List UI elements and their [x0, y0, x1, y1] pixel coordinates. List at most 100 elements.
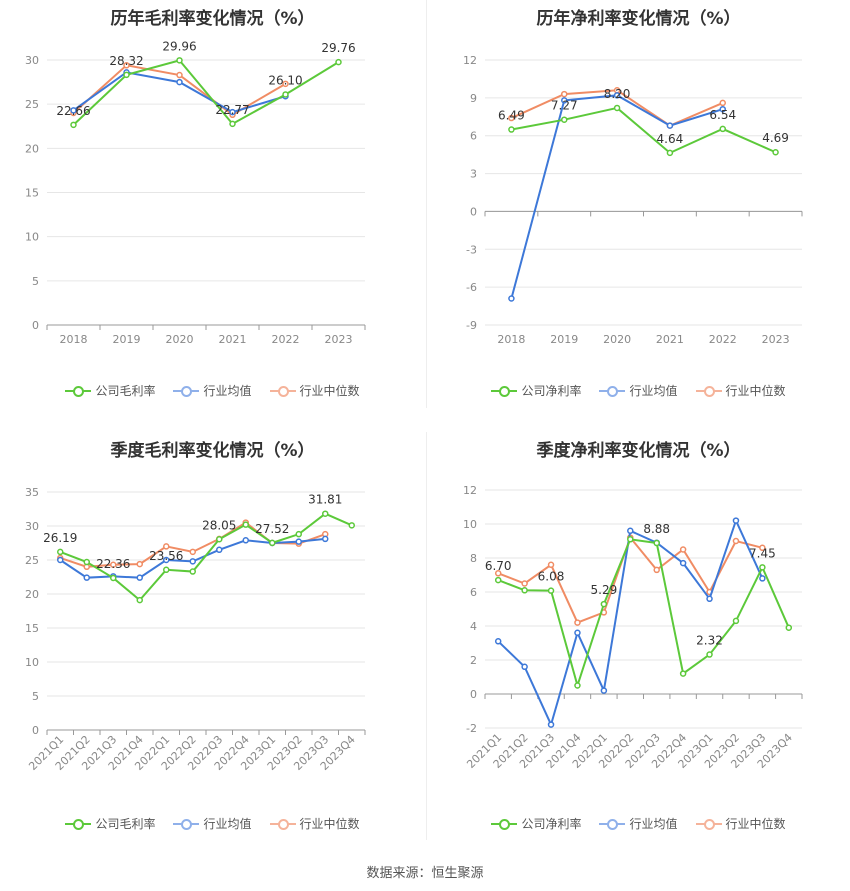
- data-point: [772, 148, 779, 156]
- legend-item[interactable]: 行业中位数: [695, 815, 786, 832]
- divider-vertical-top: [426, 0, 427, 408]
- y-tick-label: 9: [470, 92, 477, 105]
- data-label: 6.49: [498, 109, 525, 123]
- data-point: [242, 521, 249, 528]
- legend-item[interactable]: 行业中位数: [695, 382, 786, 399]
- legend: 公司毛利率 行业均值 行业中位数: [0, 815, 425, 832]
- legend-marker-icon: [65, 818, 92, 830]
- data-point: [600, 600, 608, 608]
- data-point: [653, 566, 660, 574]
- legend-marker-icon: [695, 385, 722, 397]
- data-point: [70, 107, 77, 114]
- y-tick-label: 10: [463, 518, 477, 531]
- legend-label: 公司净利率: [521, 384, 582, 398]
- data-point: [627, 527, 634, 535]
- data-point: [732, 617, 740, 625]
- y-tick-label: 10: [25, 656, 39, 669]
- y-tick-label: 6: [470, 130, 477, 143]
- data-point: [547, 561, 555, 569]
- y-tick-label: 15: [25, 187, 39, 200]
- data-source: 数据来源：恒生聚源: [366, 866, 484, 881]
- data-point: [216, 546, 223, 554]
- legend-marker-icon: [491, 385, 518, 397]
- series-line-1: [510, 94, 724, 299]
- data-point: [70, 121, 77, 129]
- legend-item[interactable]: 行业均值: [599, 382, 678, 399]
- legend: 公司净利率 行业均值 行业中位数: [427, 382, 850, 399]
- y-tick-label: 20: [25, 588, 39, 601]
- data-point: [679, 670, 687, 677]
- data-point: [600, 687, 608, 694]
- data-point: [110, 574, 117, 582]
- data-point: [574, 629, 581, 637]
- data-label: 6.54: [709, 108, 736, 122]
- legend-item[interactable]: 公司净利率: [491, 382, 581, 399]
- legend-marker-icon: [491, 818, 518, 830]
- legend-marker-icon: [695, 818, 722, 830]
- series-line-1: [72, 71, 286, 114]
- y-tick-label: 5: [32, 690, 39, 703]
- legend-item[interactable]: 行业中位数: [269, 815, 360, 832]
- data-point: [282, 80, 289, 88]
- data-point: [295, 538, 302, 545]
- data-point: [613, 104, 621, 112]
- divider-vertical-bottom: [426, 432, 427, 840]
- data-point: [706, 651, 713, 658]
- y-tick-label: 0: [32, 724, 39, 737]
- data-point: [110, 561, 117, 569]
- legend-item[interactable]: 公司净利率: [491, 815, 581, 832]
- legend-item[interactable]: 公司毛利率: [65, 382, 155, 399]
- legend-label: 行业中位数: [725, 384, 786, 398]
- series-line-0: [59, 512, 353, 602]
- y-tick-label: 6: [470, 586, 477, 599]
- legend-item[interactable]: 行业均值: [173, 382, 252, 399]
- y-tick-label: 30: [25, 520, 39, 533]
- data-point: [719, 99, 726, 107]
- y-tick-label: 12: [463, 484, 477, 497]
- y-tick-label: 0: [470, 688, 477, 701]
- data-point: [508, 126, 515, 133]
- legend-item[interactable]: 行业均值: [599, 815, 678, 832]
- data-point: [706, 595, 713, 603]
- panel-quarter-gross: 季度毛利率变化情况（%） 0 5 10 15 20 25 30 35 2021Q1 2021Q2 2…: [0, 432, 425, 842]
- data-point: [123, 71, 130, 79]
- data-label: 23.56: [149, 549, 183, 563]
- data-point: [521, 580, 528, 587]
- data-point: [229, 120, 236, 128]
- data-point: [229, 108, 236, 116]
- data-point: [666, 122, 674, 129]
- chart-title: 季度净利率变化情况（%）: [536, 441, 741, 461]
- chart-title: 季度毛利率变化情况（%）: [110, 441, 315, 461]
- data-point: [719, 105, 726, 113]
- data-point: [759, 564, 766, 571]
- data-point: [189, 568, 196, 575]
- y-tick-label: 0: [470, 205, 477, 218]
- data-label: 28.05: [202, 518, 236, 532]
- data-point: [136, 596, 143, 604]
- data-point: [679, 559, 687, 567]
- legend-item[interactable]: 公司毛利率: [65, 815, 155, 832]
- x-tick-label: 2019: [550, 333, 578, 346]
- legend-item[interactable]: 行业中位数: [269, 382, 360, 399]
- legend-item[interactable]: 行业均值: [173, 815, 252, 832]
- data-point: [574, 682, 581, 689]
- y-tick-label: 12: [463, 54, 477, 67]
- legend-label: 公司净利率: [521, 817, 582, 831]
- data-point: [547, 587, 555, 594]
- series-line-0: [511, 106, 776, 155]
- data-point: [282, 91, 289, 98]
- y-tick-label: 4: [470, 620, 477, 633]
- data-point: [189, 548, 196, 556]
- data-point: [348, 522, 355, 529]
- data-point: [613, 92, 621, 99]
- chart-annual-gross: 0 5 10 15 20 25 30 2018 2019 2020 2021 2022 2023 22.6…: [25, 39, 366, 346]
- y-tick-label: -2: [466, 722, 477, 735]
- data-point: [508, 295, 515, 302]
- data-point: [216, 536, 223, 543]
- data-point: [653, 539, 660, 547]
- series-line-0: [72, 59, 340, 126]
- x-tick-label: 2019: [113, 333, 141, 346]
- data-point: [759, 544, 766, 552]
- data-point: [176, 78, 183, 86]
- data-point: [547, 721, 555, 728]
